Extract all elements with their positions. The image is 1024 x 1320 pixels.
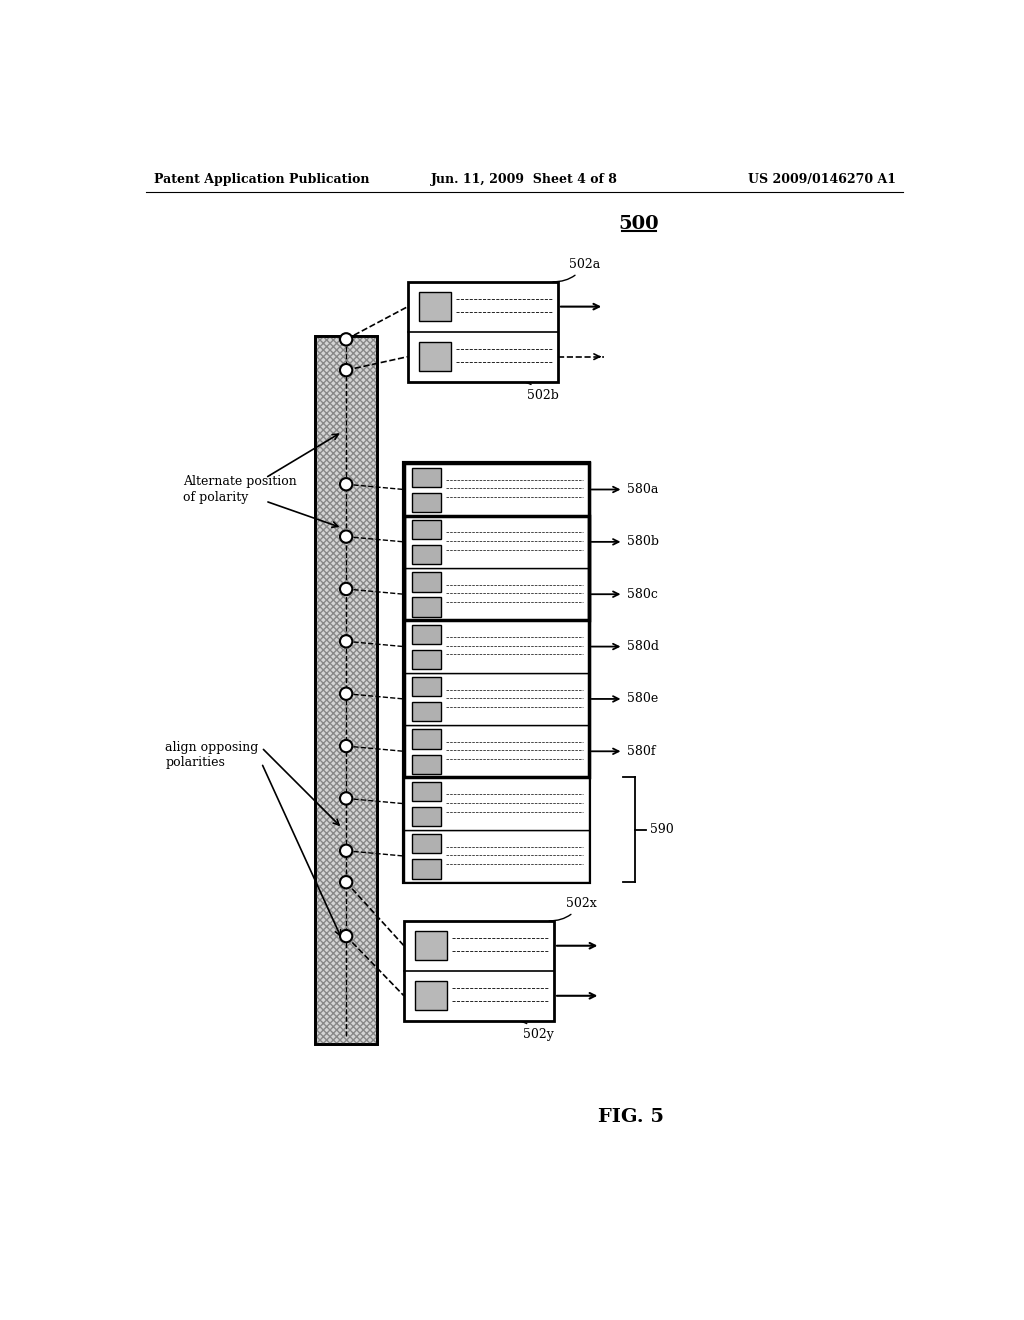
Bar — [412, 677, 441, 697]
Text: 500: 500 — [618, 215, 659, 232]
Bar — [419, 292, 451, 321]
Bar — [315, 335, 377, 1044]
Circle shape — [340, 876, 352, 888]
Bar — [412, 492, 441, 512]
Bar — [408, 281, 558, 381]
Bar — [412, 781, 441, 801]
Bar — [412, 807, 441, 826]
Text: Jun. 11, 2009  Sheet 4 of 8: Jun. 11, 2009 Sheet 4 of 8 — [431, 173, 618, 186]
Text: 502a: 502a — [553, 257, 601, 281]
Bar — [415, 981, 447, 1010]
Text: 580b: 580b — [628, 536, 659, 548]
Text: 580c: 580c — [628, 587, 658, 601]
Bar — [412, 545, 441, 565]
Bar — [412, 520, 441, 540]
Bar — [403, 568, 589, 620]
Circle shape — [340, 845, 352, 857]
Bar — [315, 335, 377, 1044]
Bar — [403, 516, 589, 777]
Circle shape — [340, 929, 352, 942]
Bar — [415, 931, 447, 961]
Bar — [403, 463, 589, 882]
Bar — [412, 598, 441, 616]
Text: Alternate position
of polarity: Alternate position of polarity — [183, 475, 297, 503]
Bar — [412, 649, 441, 669]
Text: align opposing
polarities: align opposing polarities — [165, 741, 259, 770]
Bar — [412, 467, 441, 487]
Text: 590: 590 — [650, 824, 674, 837]
Bar — [403, 620, 589, 673]
Circle shape — [340, 478, 352, 491]
Circle shape — [340, 635, 352, 648]
Bar — [403, 516, 589, 568]
Circle shape — [340, 688, 352, 700]
Circle shape — [340, 364, 352, 376]
Circle shape — [340, 333, 352, 346]
Bar — [403, 830, 589, 882]
Bar — [315, 335, 377, 1044]
Text: 580a: 580a — [628, 483, 658, 496]
Circle shape — [340, 583, 352, 595]
Circle shape — [340, 531, 352, 543]
Bar — [412, 702, 441, 722]
Bar — [403, 777, 589, 830]
Text: 502y: 502y — [511, 1020, 554, 1040]
Text: FIG. 5: FIG. 5 — [598, 1107, 664, 1126]
Circle shape — [340, 792, 352, 805]
Text: 580d: 580d — [628, 640, 659, 653]
Bar — [412, 573, 441, 591]
Bar — [412, 755, 441, 774]
Bar — [412, 730, 441, 748]
Bar — [403, 673, 589, 725]
Bar — [403, 921, 554, 1020]
Bar — [412, 859, 441, 879]
Bar — [412, 624, 441, 644]
Bar — [403, 463, 589, 620]
Text: Patent Application Publication: Patent Application Publication — [154, 173, 370, 186]
Text: 580f: 580f — [628, 744, 655, 758]
Text: 502x: 502x — [549, 896, 596, 921]
Bar — [403, 725, 589, 777]
Bar — [403, 463, 589, 516]
Text: 502b: 502b — [514, 381, 559, 401]
Bar — [412, 834, 441, 854]
Bar — [419, 342, 451, 371]
Circle shape — [340, 741, 352, 752]
Text: US 2009/0146270 A1: US 2009/0146270 A1 — [748, 173, 896, 186]
Text: 580e: 580e — [628, 693, 658, 705]
